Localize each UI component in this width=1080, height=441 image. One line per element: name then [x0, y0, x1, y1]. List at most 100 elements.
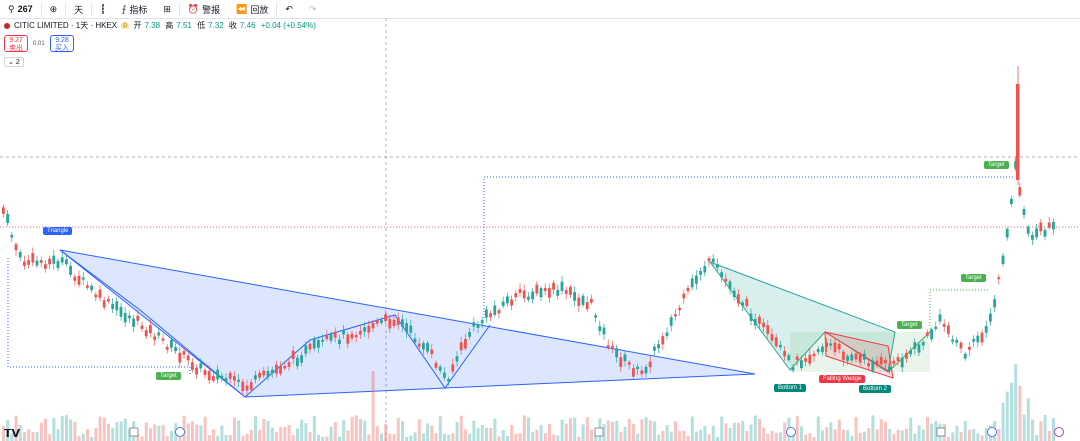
bottom1-label[interactable]: Bottom 1	[774, 384, 807, 392]
volume-bar	[308, 431, 312, 441]
volume-bar	[506, 435, 509, 441]
symbol-title[interactable]: CITIC LIMITED · 1天 · HKEX	[14, 21, 118, 30]
candle-body	[724, 278, 728, 282]
candle-body	[921, 341, 925, 346]
triangle-label[interactable]: Triangle	[43, 227, 73, 235]
candle-body	[783, 350, 786, 357]
volume-bar	[1014, 364, 1018, 441]
candle-body	[669, 317, 673, 326]
buy-button[interactable]: 9.28 买入	[50, 35, 74, 52]
sell-button[interactable]: 9.27 卖出	[4, 35, 28, 52]
volume-bar	[884, 421, 887, 441]
target-label-right[interactable]: Target	[961, 274, 986, 282]
volume-bar	[279, 427, 283, 441]
volume-bar	[913, 433, 917, 441]
candle-body	[674, 314, 677, 317]
candle-body	[522, 290, 526, 299]
candle-body	[430, 349, 434, 355]
interval-button[interactable]: 天	[74, 4, 84, 15]
volume-bar	[947, 436, 950, 441]
candle-body	[115, 301, 119, 311]
candle-body	[497, 310, 501, 314]
volume-bar	[795, 415, 799, 441]
volume-bar	[1047, 431, 1051, 441]
earnings-marker	[129, 427, 139, 437]
candle-body	[623, 354, 627, 362]
target-label-mid[interactable]: Target	[897, 321, 922, 329]
indicators-label: 指标	[129, 4, 148, 15]
candle-body	[560, 281, 564, 292]
volume-bar	[627, 419, 631, 441]
volume-bar	[955, 425, 959, 441]
candle-body	[401, 319, 404, 327]
target-label-left[interactable]: Target	[156, 372, 181, 380]
volume-bar	[73, 421, 77, 441]
candle-body	[942, 323, 946, 327]
add-symbol-button[interactable]: ⊕	[42, 0, 66, 18]
candle-body	[203, 369, 207, 375]
candle-body	[984, 325, 988, 333]
volume-bar	[56, 429, 60, 441]
candle-body	[245, 385, 249, 391]
candle-body	[65, 259, 68, 265]
volume-bar	[312, 416, 316, 441]
ohlc-values: 开 7.38 高 7.51 低 7.32 收 7.46 +0.04 (+0.54%)	[133, 20, 318, 31]
volume-bar	[359, 419, 362, 441]
undo-button[interactable]: ↶	[277, 0, 301, 18]
candle-body	[300, 355, 303, 363]
volume-bar	[380, 433, 383, 441]
volume-bar	[14, 415, 18, 441]
falling-wedge-label[interactable]: Falling Wedge	[819, 375, 866, 383]
volume-bar	[728, 427, 732, 441]
candle-body	[195, 367, 198, 375]
candle-body	[228, 372, 232, 379]
volume-bar	[94, 427, 98, 441]
target-label-top[interactable]: Target	[984, 161, 1009, 169]
volume-bar	[905, 428, 908, 441]
layouts-button[interactable]: ⊞	[155, 0, 179, 18]
target-projection-top	[483, 176, 1015, 318]
candle-body	[464, 339, 467, 349]
double-bottom-pattern	[708, 260, 896, 373]
volume-bar	[863, 431, 866, 441]
candle-body	[207, 370, 211, 381]
candle-body	[254, 375, 257, 380]
candle-body	[959, 342, 963, 349]
volume-bar	[23, 431, 26, 441]
volume-bar	[951, 432, 955, 441]
volume-bar	[207, 435, 211, 441]
volume-bar	[476, 427, 480, 441]
volume-bar	[422, 433, 425, 441]
candle-body	[451, 364, 455, 372]
bottom2-label[interactable]: Bottom 2	[859, 385, 892, 393]
redo-button[interactable]: ↷	[301, 0, 325, 18]
volume-bar	[1026, 398, 1030, 441]
candle-body	[107, 298, 110, 302]
volume-bar	[896, 429, 900, 441]
candle-body	[951, 339, 954, 342]
candle-body	[35, 260, 39, 266]
volume-bar	[249, 429, 253, 441]
candle-body	[506, 296, 509, 304]
alert-button[interactable]: ⏰ 警报	[180, 0, 228, 18]
volume-bar	[18, 424, 22, 441]
volume-bar	[31, 431, 35, 441]
divider	[65, 3, 67, 15]
plus-circle-icon: ⊕	[49, 3, 58, 14]
chart-type-button[interactable]: ┇	[92, 0, 113, 18]
candle-body	[804, 358, 807, 362]
volume-bar	[699, 429, 703, 441]
volume-bar	[233, 417, 236, 441]
volume-bar	[65, 415, 68, 441]
candle-body	[409, 325, 413, 333]
candle-body	[111, 303, 114, 309]
candle-body	[703, 266, 707, 273]
symbol-search[interactable]: ⚲ 267	[0, 0, 41, 18]
volume-bar	[674, 421, 677, 441]
replay-button[interactable]: ⏪ 回放	[228, 0, 276, 18]
indicators-button[interactable]: ⨍ 指标	[114, 0, 156, 18]
candle-body	[531, 291, 534, 300]
collapse-indicators-button[interactable]: ⌄ 2	[4, 57, 24, 67]
candle-body	[380, 320, 383, 323]
